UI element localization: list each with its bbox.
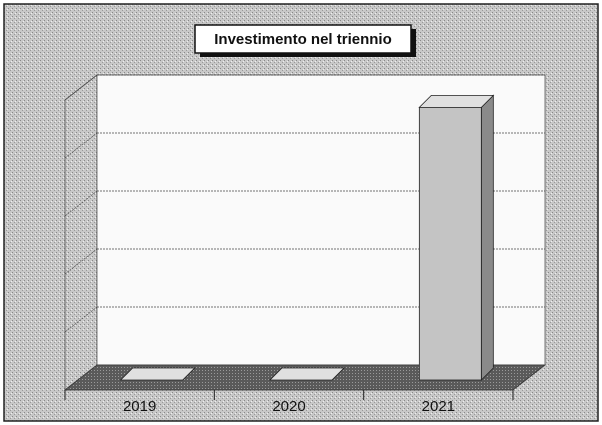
x-tick-label: 2019 (123, 398, 156, 415)
title-box (194, 24, 412, 54)
side-grid-line (64, 74, 98, 101)
bar-top (269, 367, 345, 381)
bar (418, 107, 482, 381)
bar-top (119, 367, 196, 381)
side-grid-line (64, 190, 98, 217)
side-grid-line (64, 132, 98, 159)
x-tick-label: 2021 (422, 398, 455, 415)
bar-side (480, 94, 494, 381)
bar-top (418, 95, 495, 108)
side-grid-line (64, 248, 98, 275)
side-grid-line (64, 364, 98, 391)
side-grid-line (64, 306, 98, 333)
plot: 2019 2020 2021 (64, 74, 545, 415)
side-wall (64, 74, 98, 391)
chart-title: Investimento nel triennio (214, 31, 392, 48)
x-tick-label: 2020 (272, 398, 305, 415)
